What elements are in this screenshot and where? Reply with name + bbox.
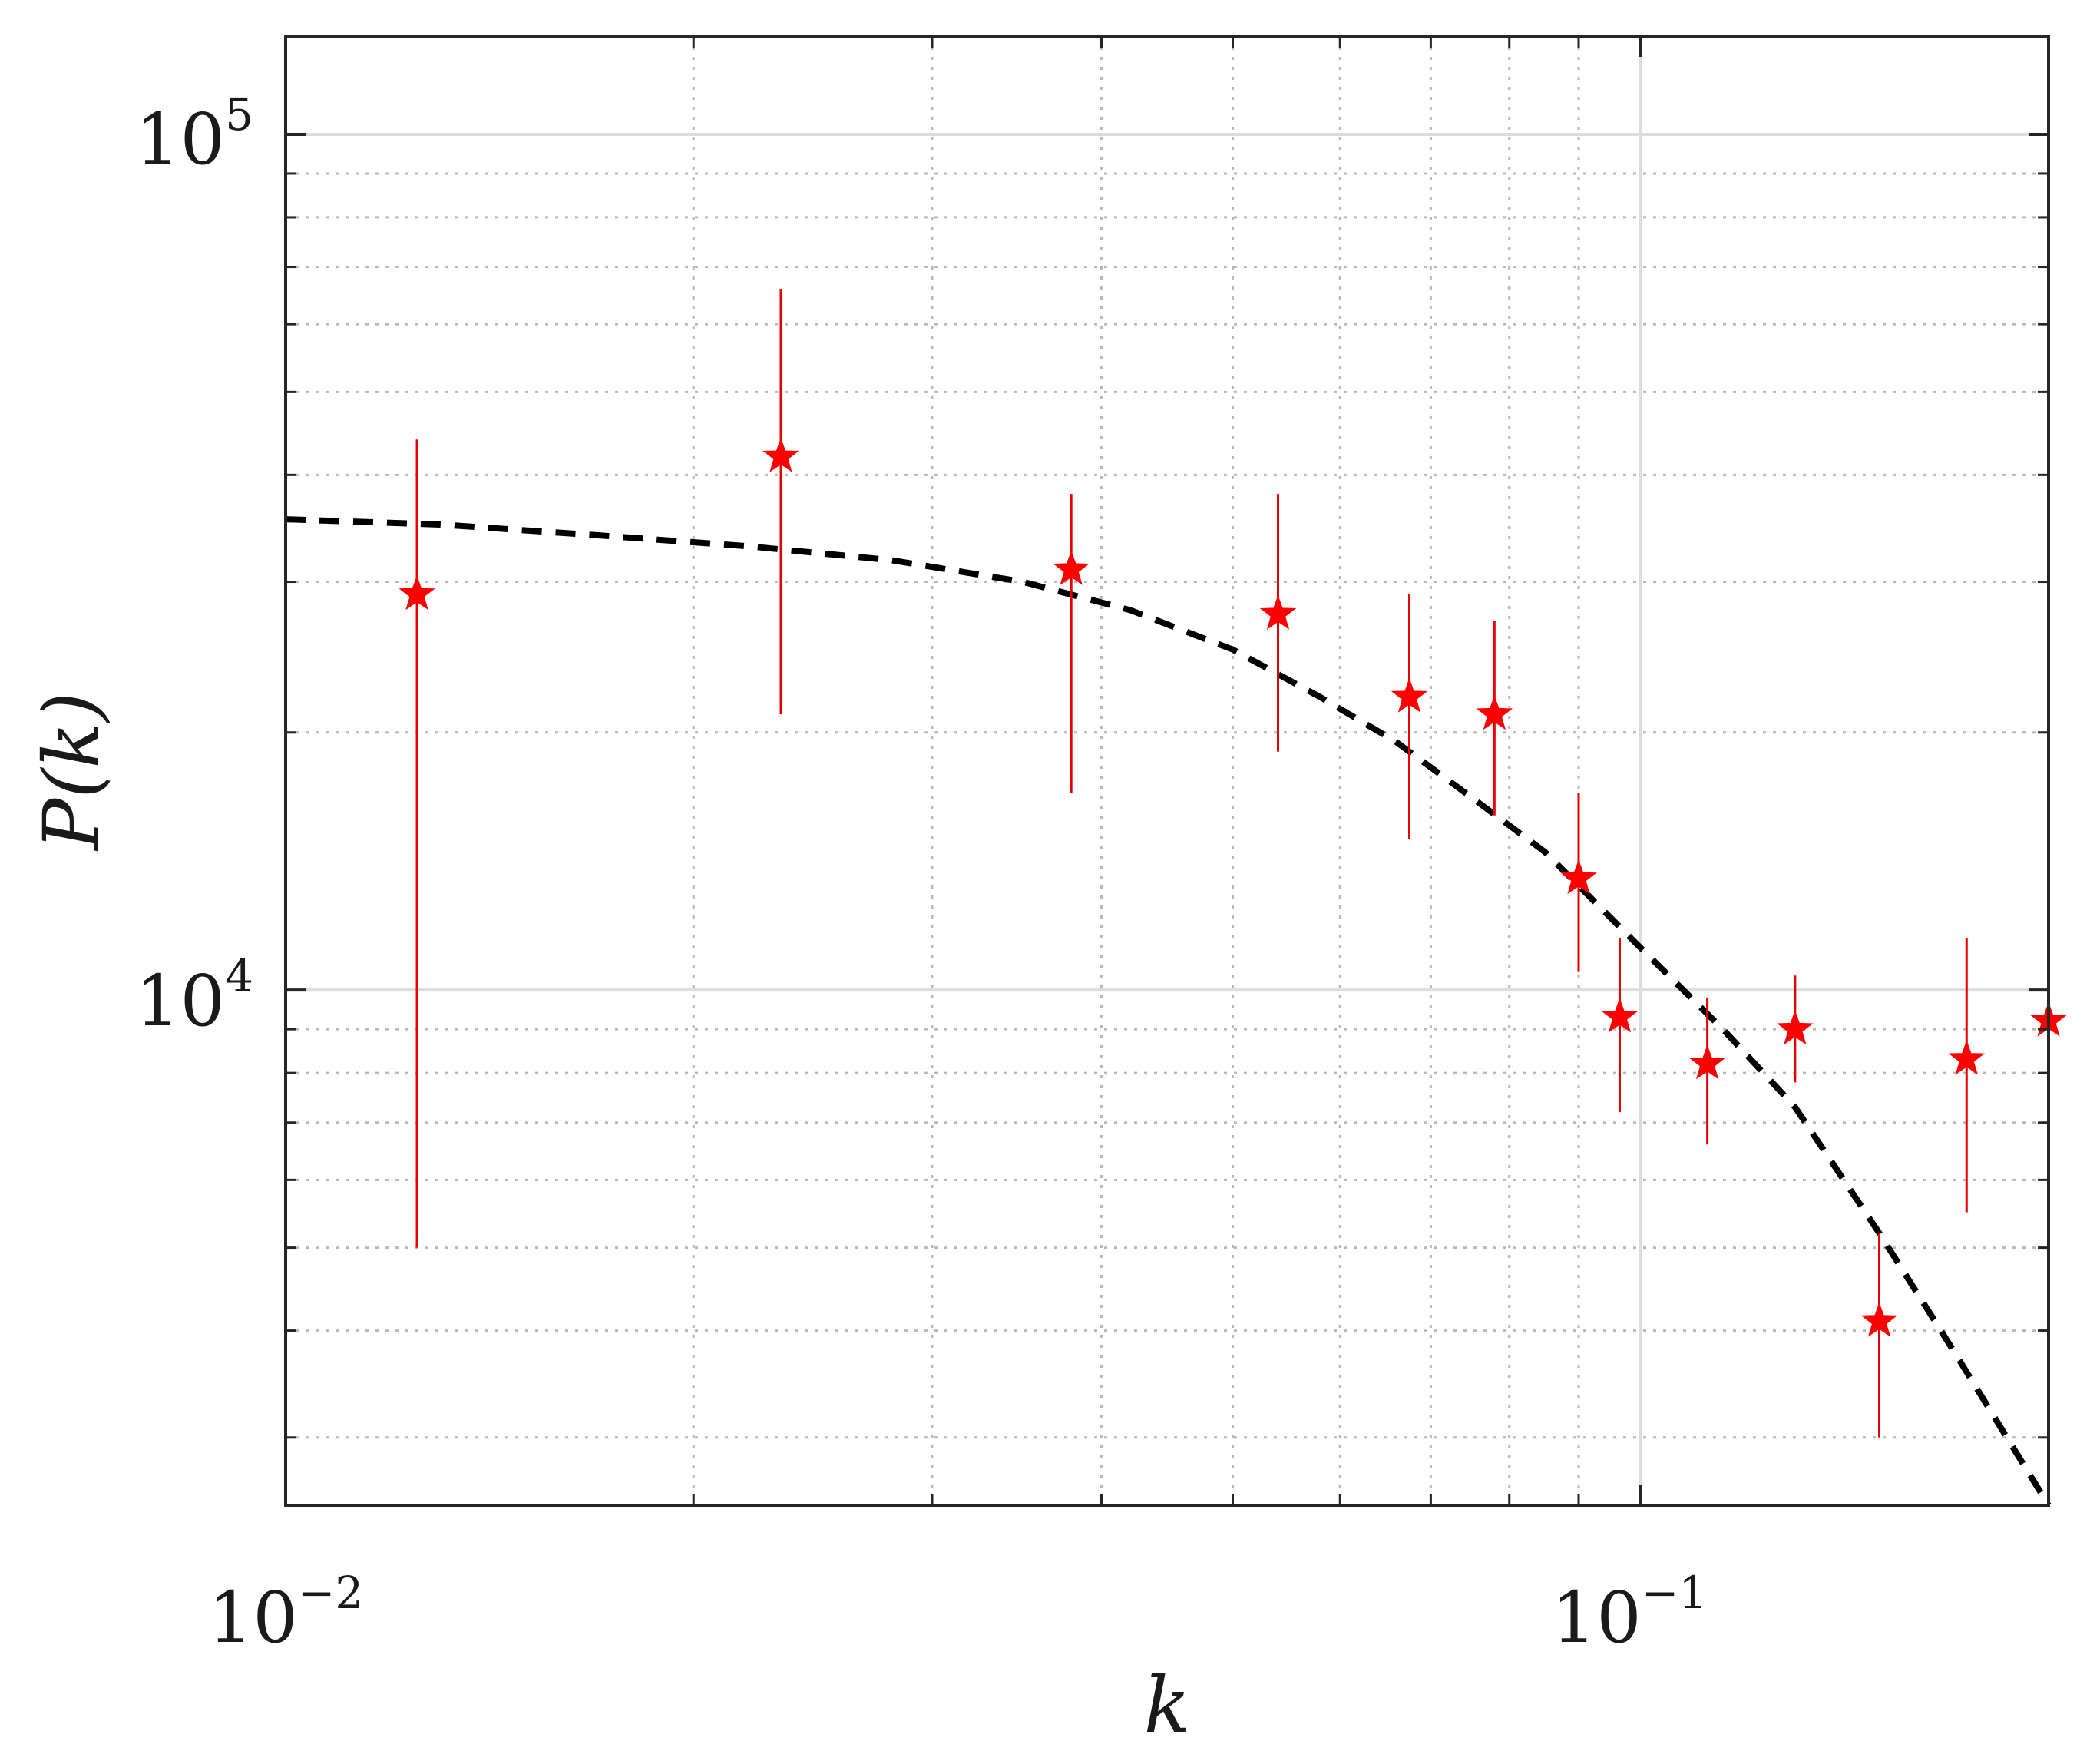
- data-point-star-10: [1777, 1010, 1814, 1045]
- marker-layer: [399, 437, 2067, 1337]
- data-point-star-1: [399, 575, 435, 611]
- axes-box: [284, 35, 2050, 1507]
- data-point-star-11: [1860, 1302, 1898, 1337]
- data-point-star-4: [1259, 594, 1297, 630]
- data-point-star-12: [1948, 1040, 1986, 1075]
- y-tick-label-2: 105: [135, 88, 253, 180]
- data-point-star-2: [762, 437, 799, 472]
- x-tick-label-1: 10−2: [208, 1567, 364, 1659]
- model-curve: [285, 516, 2052, 1508]
- data-point-star-5: [1391, 677, 1428, 713]
- x-axis-label: k: [1144, 1660, 1191, 1750]
- data-point-star-8: [1601, 998, 1639, 1033]
- data-point-star-7: [1560, 859, 1597, 895]
- tick-marks: [284, 37, 2049, 1505]
- x-tick-label-2: 10−1: [1552, 1567, 1708, 1659]
- data-point-star-9: [1688, 1044, 1726, 1080]
- data-point-star-6: [1476, 695, 1513, 730]
- y-axis-label: P(k): [27, 692, 117, 852]
- model-layer: [285, 516, 2052, 1508]
- y-tick-label-1: 104: [135, 950, 253, 1042]
- minor-grid: [286, 37, 2049, 1505]
- data-point-star-3: [1053, 550, 1090, 585]
